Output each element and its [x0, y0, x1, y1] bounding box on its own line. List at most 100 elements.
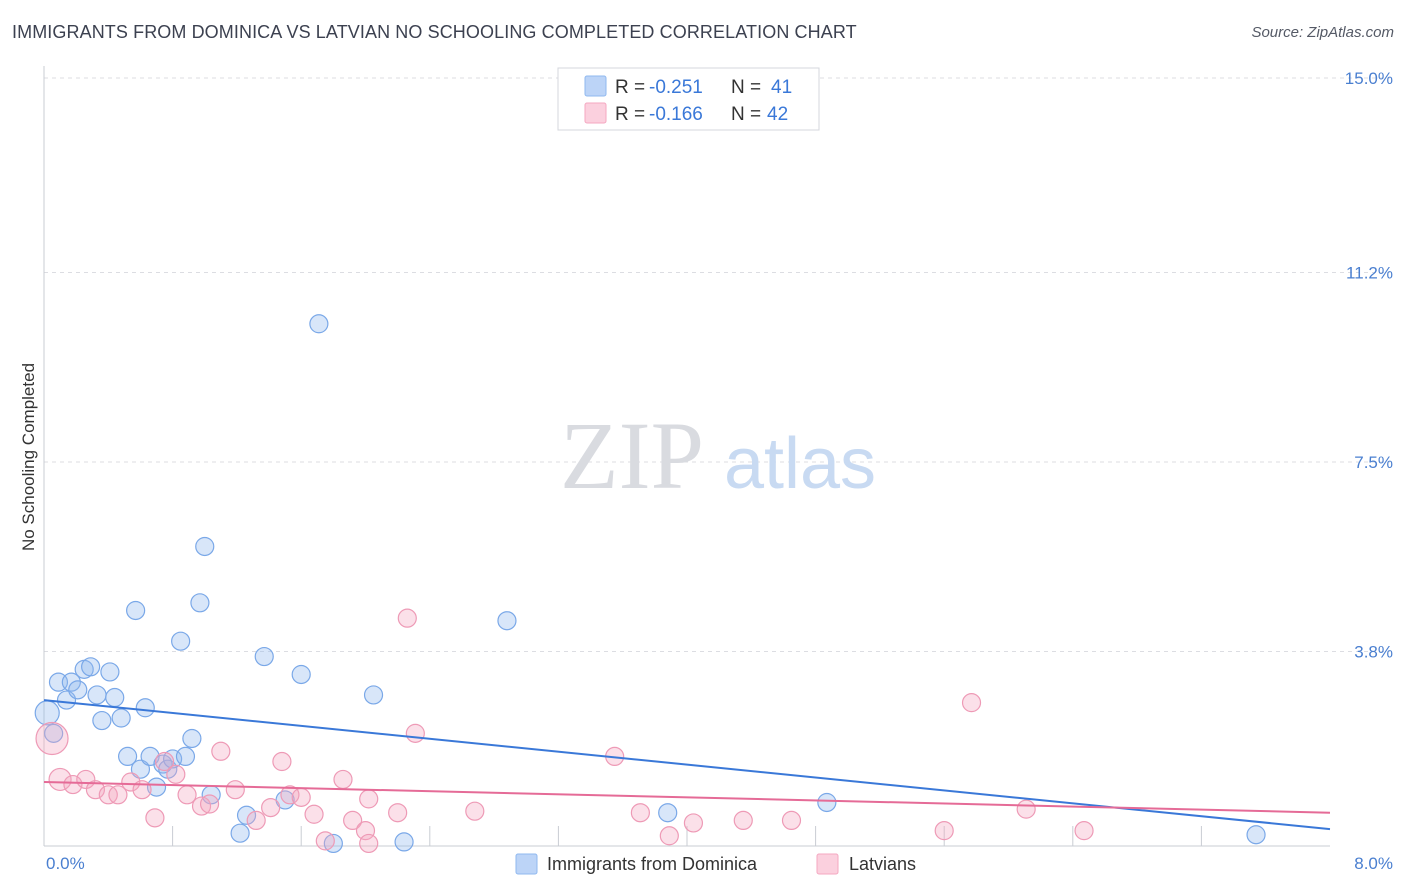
dominica-point-13 [117, 746, 138, 767]
latvians-point-2 [63, 774, 83, 795]
dominica-point-1 [44, 723, 64, 743]
latvians-point-36 [683, 813, 704, 833]
dominica-point-40 [1246, 825, 1266, 845]
legend-swatch-dominica [584, 75, 607, 97]
dominica-point-12 [111, 708, 131, 728]
dominica-point-10 [100, 662, 120, 682]
dominica-point-4 [61, 672, 81, 692]
x-tick-label-1: 8.0% [1354, 854, 1393, 873]
latvians-point-9 [145, 808, 165, 828]
watermark-atlas: atlas [724, 424, 876, 504]
latvians-point-25 [343, 810, 363, 831]
dominica-point-25 [190, 593, 210, 613]
dominica-point-11 [105, 687, 125, 708]
dominica-point-16 [135, 698, 155, 718]
latvians-point-11 [166, 764, 186, 784]
legend-n-label-1: N = [731, 77, 761, 98]
dominica-point-39 [817, 792, 837, 813]
dominica-point-30 [254, 646, 274, 667]
legend-swatch-bottom-latvians [816, 853, 839, 875]
chart-title: IMMIGRANTS FROM DOMINICA VS LATVIAN NO S… [12, 22, 857, 42]
latvians-point-27 [359, 833, 379, 854]
latvians-point-7 [121, 772, 141, 792]
latvians-point-5 [98, 785, 118, 805]
latvians-point-29 [388, 803, 408, 823]
latvians-point-14 [199, 794, 220, 814]
grid-lines [44, 77, 1390, 652]
stats-legend: R = -0.251 N = 41 R = -0.166 N = 42 [557, 67, 820, 131]
latvians-point-26 [355, 821, 376, 841]
source-label: Source: ZipAtlas.com [1251, 24, 1394, 41]
dominica-point-18 [146, 777, 167, 797]
latvians-point-4 [85, 780, 106, 800]
dominica-point-9 [92, 710, 112, 731]
latvians-point-35 [659, 826, 679, 846]
latvians-point-41 [1016, 799, 1036, 819]
dominica-trend-line [43, 699, 1331, 831]
dominica-point-7 [81, 657, 101, 677]
latvians-point-24 [333, 769, 353, 790]
legend-swatch-latvians [584, 102, 607, 124]
latvians-point-30 [397, 608, 417, 628]
legend-r-label-2: R = [615, 104, 645, 125]
watermark-zip: ZIP [560, 402, 704, 509]
legend-r-value-1: -0.251 [649, 77, 703, 98]
y-tick-label-1: 7.5% [1354, 453, 1393, 472]
legend-label-latvians: Latvians [849, 854, 916, 874]
latvians-point-18 [261, 797, 281, 818]
x-tick-labels: 0.0% 8.0% [46, 854, 1393, 873]
latvians-point-32 [465, 801, 485, 821]
legend-n-value-1: 41 [771, 77, 792, 98]
dominica-point-14 [126, 600, 146, 621]
latvians-point-1 [48, 767, 72, 792]
latvians-point-34 [630, 803, 650, 823]
latvians-point-38 [781, 810, 802, 831]
latvians-point-6 [108, 785, 128, 805]
latvians-point-40 [961, 693, 982, 713]
y-tick-label-2: 11.2% [1346, 264, 1393, 283]
watermark: ZIP atlas [560, 402, 876, 509]
legend-swatch-bottom-dominica [515, 853, 538, 875]
dominica-point-26 [195, 536, 215, 557]
dominica-point-36 [394, 832, 414, 852]
dominica-point-32 [291, 664, 311, 685]
x-tick-label-0: 0.0% [46, 854, 85, 873]
y-tick-labels: 3.8% 7.5% 11.2% 15.0% [1345, 69, 1393, 661]
dominica-point-24 [182, 728, 202, 749]
latvians-point-39 [934, 821, 954, 841]
legend-n-value-2: 42 [767, 104, 788, 125]
y-axis-label: No Schooling Completed [19, 363, 38, 551]
series-legend: Immigrants from Dominica Latvians [515, 853, 916, 875]
latvians-trend-line [43, 781, 1331, 814]
dominica-point-29 [236, 805, 257, 825]
latvians-point-16 [225, 780, 245, 800]
latvians-point-22 [304, 804, 324, 824]
y-tick-label-3: 15.0% [1345, 69, 1393, 88]
dominica-point-35 [363, 685, 384, 705]
legend-label-dominica: Immigrants from Dominica [547, 854, 758, 874]
dominica-point-8 [87, 685, 107, 705]
dominica-point-37 [497, 611, 517, 631]
legend-r-label-1: R = [615, 77, 645, 98]
latvians-point-20 [280, 785, 300, 805]
latvians-point-13 [191, 796, 212, 816]
y-tick-label-0: 3.8% [1354, 642, 1393, 661]
latvians-point-17 [246, 810, 266, 831]
dominica-point-23 [175, 746, 196, 767]
dominica-point-5 [68, 680, 88, 700]
legend-n-label-2: N = [731, 104, 761, 125]
latvians-point-0 [35, 721, 69, 756]
latvians-point-37 [733, 810, 753, 831]
dominica-point-22 [171, 631, 191, 651]
dominica-point-28 [230, 823, 250, 843]
dominica-point-38 [658, 803, 678, 823]
latvians-point-21 [291, 787, 311, 807]
dominica-point-33 [309, 314, 329, 334]
legend-r-value-2: -0.166 [649, 104, 703, 125]
latvians-point-15 [211, 741, 231, 761]
data-points [34, 314, 1266, 854]
dominica-point-0 [34, 700, 60, 726]
latvians-point-19 [272, 751, 292, 772]
trend-lines [43, 699, 1331, 831]
